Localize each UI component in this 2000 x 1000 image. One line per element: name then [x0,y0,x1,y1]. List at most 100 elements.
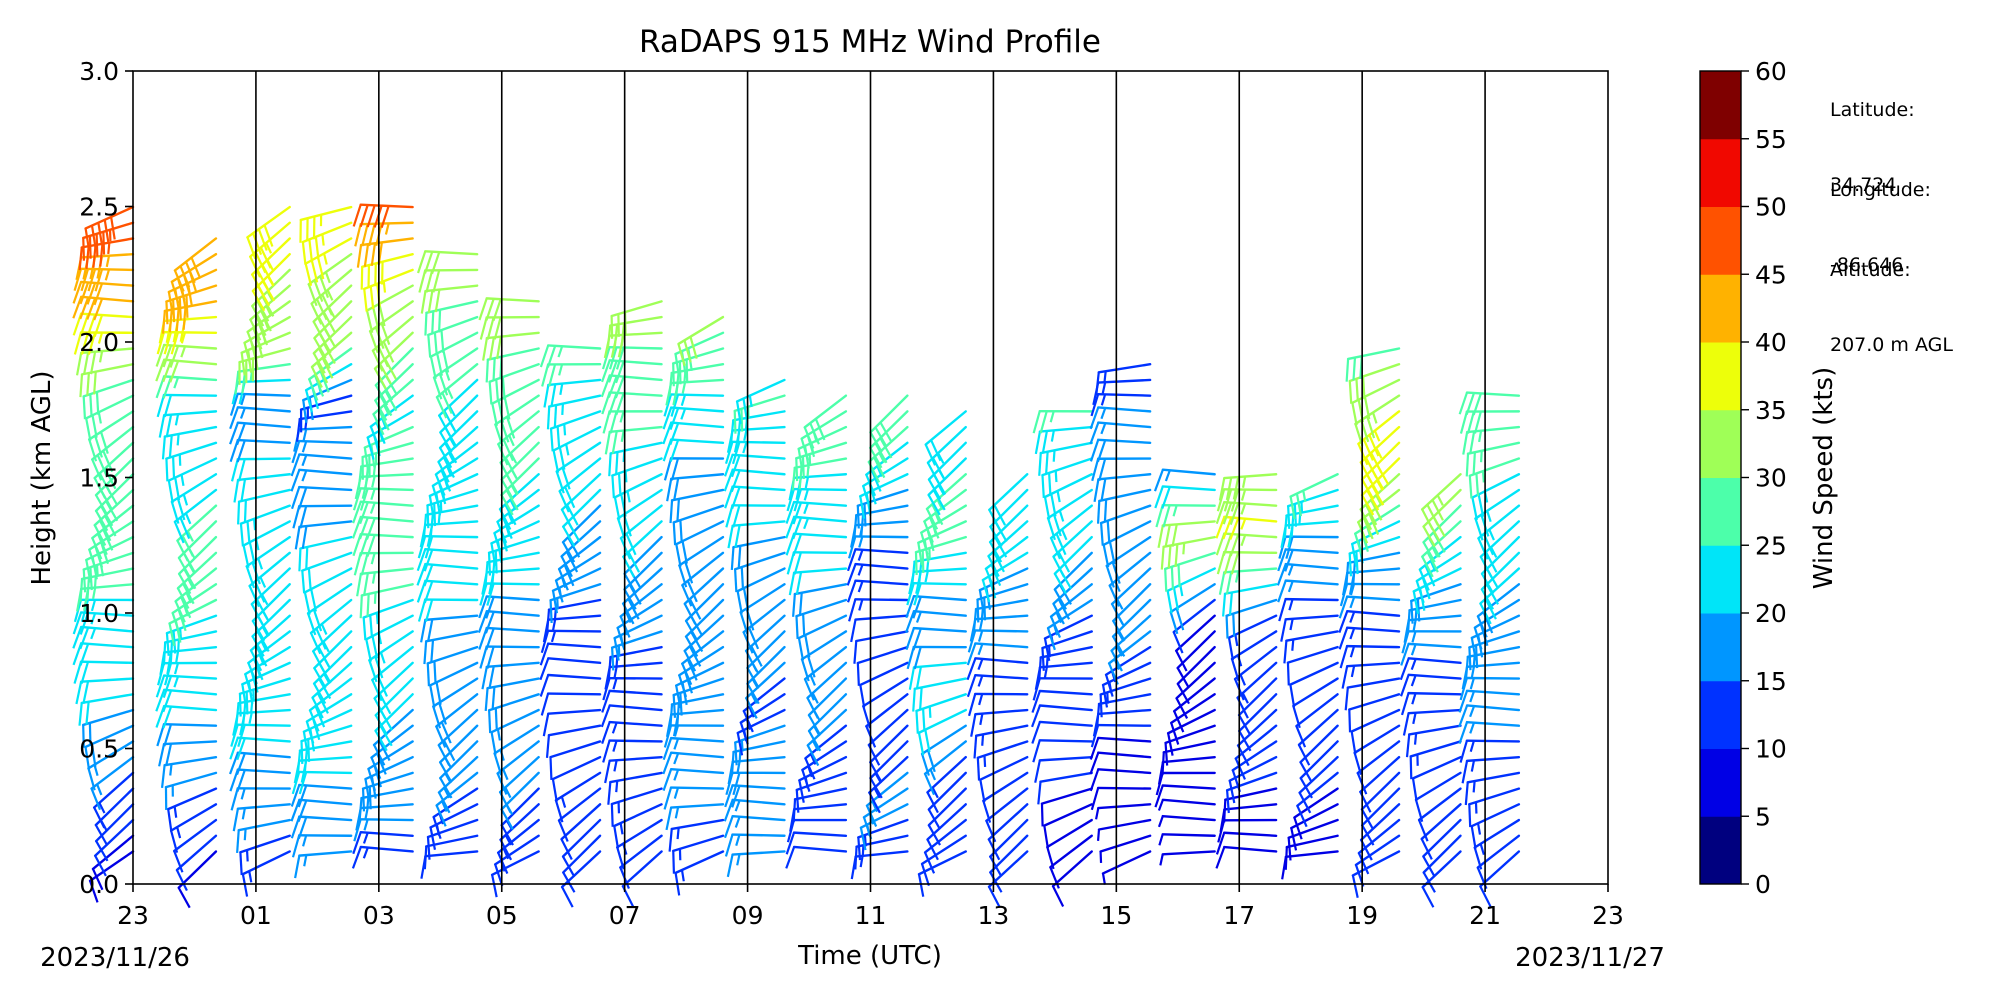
barb-feather [792,533,803,557]
barb-feather [615,451,619,475]
barb-feather [255,645,268,667]
barb-half-feather [1350,665,1356,678]
barb-half-feather [180,346,187,358]
barb-staff [795,441,848,460]
barb-staff [485,297,540,303]
barb-staff [731,784,786,790]
barb-feather [235,752,246,776]
site-info-longitude: Longitude: -86.646 [1830,128,1931,303]
barb-staff [1038,739,1093,743]
barb-staff [486,347,540,361]
barb-feather [490,731,497,755]
barb-feather [1484,551,1498,573]
barb-feather [418,270,427,293]
wind-barb [1295,693,1339,748]
wind-barb [1468,457,1521,499]
barb-feather [491,686,496,710]
wind-barb [970,708,1029,737]
barb-staff [1041,630,1093,650]
barb-staff [243,315,291,345]
barb-feather [89,880,99,903]
barb-feather [854,846,858,870]
barb-staff [669,393,725,397]
barb-half-feather [177,639,180,651]
barb-half-feather [383,404,391,416]
barb-feather [500,824,514,846]
wind-barb [674,850,725,896]
barb-half-feather [301,440,308,453]
barb-staff [1176,630,1216,670]
barb-feather [723,469,734,492]
barb-feather [1400,643,1410,666]
barb-feather [297,800,308,823]
barb-feather [423,846,428,870]
y-axis: 0.00.51.01.52.02.53.0 [79,57,133,899]
wind-barb [797,614,848,661]
barb-feather [379,395,393,417]
longitude-label: Longitude: [1830,179,1931,201]
barb-half-feather [736,853,741,866]
barb-feather [181,535,194,557]
barb-staff [246,205,291,239]
barb-feather [374,730,388,752]
barb-feather [1338,610,1349,633]
barb-half-feather [1240,503,1247,515]
wind-barb [924,410,967,466]
barb-feather [663,458,673,481]
barb-staff [988,473,1029,512]
barb-half-feather [97,332,104,344]
barb-feather [314,236,320,260]
barb-half-feather [1431,546,1439,558]
barb-feather [860,513,865,537]
wind-barb [734,724,786,766]
barb-feather [1283,515,1288,539]
barb-feather [424,599,434,622]
barb-staff [1099,504,1152,525]
wind-barb [1473,818,1521,870]
barb-feather [613,497,621,520]
wind-barb [1465,441,1521,477]
barb-staff [551,567,602,592]
barb-feather [185,295,189,318]
wind-barb [1051,850,1093,908]
barb-half-feather [1349,583,1356,596]
barb-feather [297,487,308,510]
barb-feather [79,578,84,602]
barb-feather [439,761,453,783]
barb-feather [1411,778,1418,802]
wind-barb [373,661,414,720]
wind-barb [1091,457,1152,482]
barb-feather [434,474,446,497]
barb-staff [1407,657,1462,665]
barb-feather [316,256,325,280]
colorbar-tick-label: 10 [1755,735,1787,764]
barb-staff [1471,473,1521,499]
barb-feather [853,640,858,664]
barb-half-feather [301,470,308,482]
barb-half-feather [1240,518,1247,530]
barb-feather [442,456,455,479]
barb-half-feather [326,289,334,301]
barb-feather [1363,396,1371,420]
barb-staff [1286,488,1339,508]
barb-feather [1038,657,1042,681]
barb-half-feather [931,787,939,799]
wind-barb [1175,614,1216,672]
barb-staff [491,378,540,405]
wind-barb [352,203,414,229]
barb-staff [435,363,479,399]
wind-barb [229,392,291,416]
barb-feather [557,820,569,842]
barb-feather [486,646,495,669]
barb-staff [1046,598,1093,630]
barb-feather [608,360,618,383]
barb-feather [1090,787,1100,811]
barb-feather [246,236,257,260]
barb-staff [236,473,291,482]
barb-feather [314,705,326,728]
barb-half-feather [1287,580,1294,593]
barb-staff [989,818,1029,858]
barb-feather [90,788,102,811]
barb-feather [806,697,819,719]
barb-staff [792,500,848,507]
